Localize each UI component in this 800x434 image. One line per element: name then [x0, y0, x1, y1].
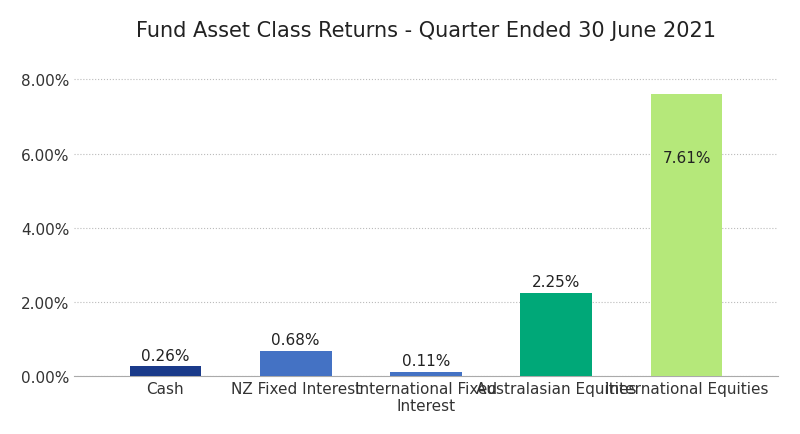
Text: 2.25%: 2.25%: [532, 274, 581, 289]
Text: 0.68%: 0.68%: [271, 332, 320, 347]
Bar: [650, 95, 722, 376]
Text: 0.26%: 0.26%: [141, 348, 190, 363]
Title: Fund Asset Class Returns - Quarter Ended 30 June 2021: Fund Asset Class Returns - Quarter Ended…: [136, 21, 716, 41]
Text: 7.61%: 7.61%: [662, 150, 711, 165]
Bar: [260, 351, 331, 376]
Bar: [130, 366, 202, 376]
Text: 0.11%: 0.11%: [402, 353, 450, 368]
Bar: [390, 372, 462, 376]
Bar: [521, 293, 592, 376]
